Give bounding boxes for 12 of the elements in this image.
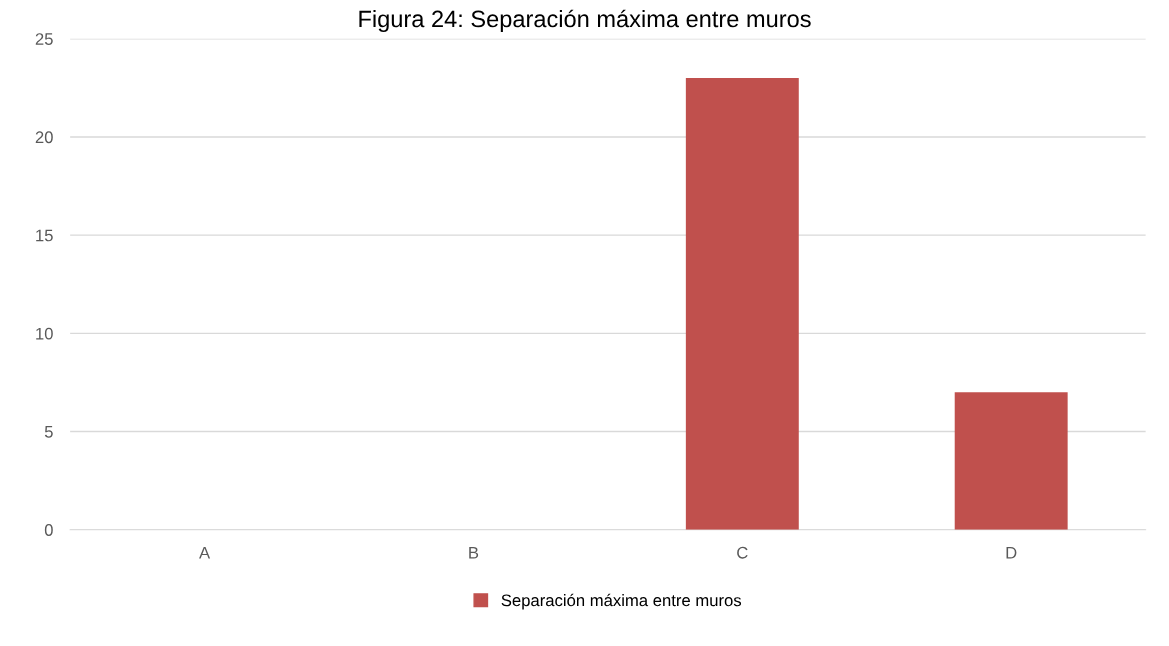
y-tick-label: 10 (36, 327, 53, 340)
y-tick-label: 0 (44, 524, 53, 536)
y-tick-label: 20 (35, 131, 53, 144)
legend-label: Separación máxima entre muros (501, 593, 742, 610)
x-tick-label: A (199, 547, 211, 559)
x-tick-label: B (469, 547, 479, 559)
y-tick-label: 25 (35, 33, 53, 45)
y-tick-label: 15 (36, 229, 53, 242)
x-tick-label: C (737, 546, 748, 559)
chart-title: Figura 24: Separación máxima entre muros (359, 9, 811, 32)
y-tick-label: 5 (44, 426, 53, 438)
x-tick-label: D (1006, 547, 1017, 559)
